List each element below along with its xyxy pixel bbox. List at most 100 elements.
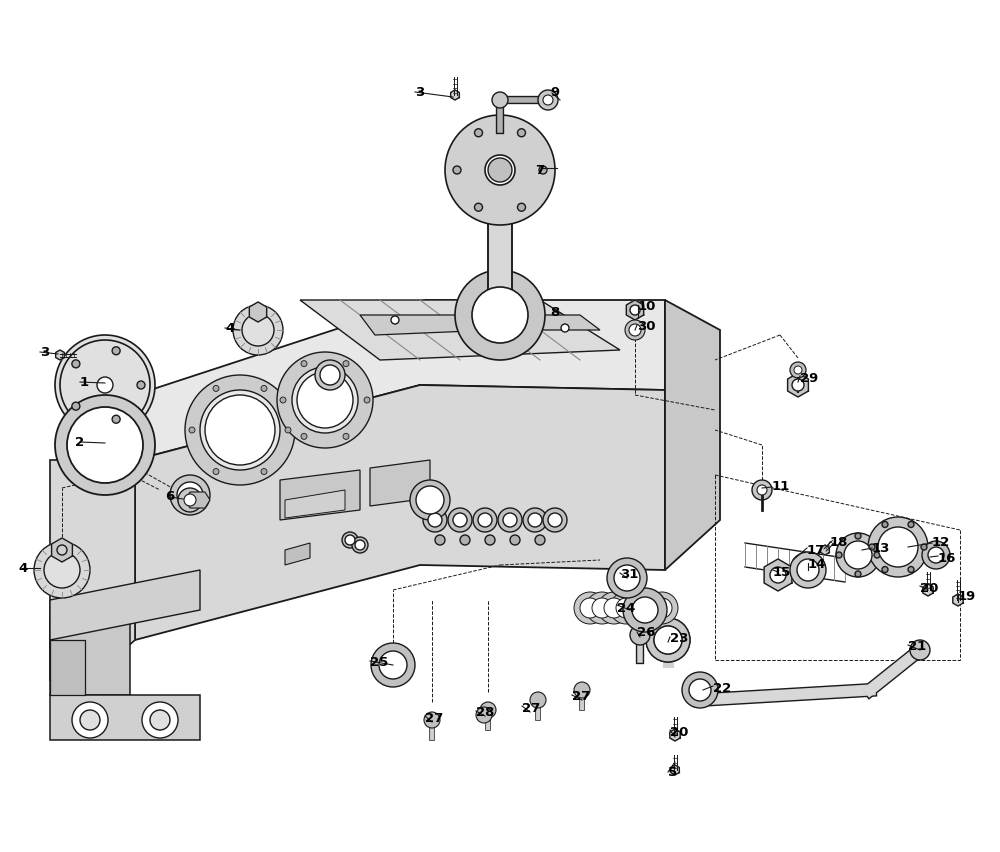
Circle shape bbox=[922, 541, 950, 569]
Text: 21: 21 bbox=[908, 641, 926, 653]
Circle shape bbox=[391, 316, 399, 324]
Circle shape bbox=[586, 592, 618, 624]
Circle shape bbox=[189, 427, 195, 433]
Text: 4: 4 bbox=[225, 321, 234, 335]
Circle shape bbox=[530, 692, 546, 708]
Circle shape bbox=[455, 270, 545, 360]
Circle shape bbox=[460, 535, 470, 545]
Circle shape bbox=[475, 129, 482, 137]
Circle shape bbox=[518, 204, 526, 211]
Circle shape bbox=[410, 480, 450, 520]
Circle shape bbox=[878, 527, 918, 567]
Circle shape bbox=[428, 513, 442, 527]
Circle shape bbox=[646, 592, 678, 624]
Circle shape bbox=[137, 381, 145, 389]
Text: 22: 22 bbox=[713, 682, 731, 694]
Circle shape bbox=[177, 482, 203, 508]
Circle shape bbox=[448, 508, 472, 532]
Circle shape bbox=[478, 513, 492, 527]
Circle shape bbox=[614, 565, 640, 591]
Text: 24: 24 bbox=[617, 602, 635, 614]
Circle shape bbox=[882, 521, 888, 527]
Circle shape bbox=[610, 592, 642, 624]
Circle shape bbox=[424, 712, 440, 728]
Circle shape bbox=[150, 710, 170, 730]
Circle shape bbox=[80, 710, 100, 730]
Circle shape bbox=[561, 324, 569, 332]
Circle shape bbox=[654, 626, 682, 654]
Circle shape bbox=[498, 508, 522, 532]
Polygon shape bbox=[665, 300, 720, 570]
Circle shape bbox=[301, 434, 307, 440]
Circle shape bbox=[874, 552, 880, 558]
Circle shape bbox=[44, 552, 80, 588]
Circle shape bbox=[445, 115, 555, 225]
Circle shape bbox=[535, 535, 545, 545]
Circle shape bbox=[628, 598, 648, 618]
Circle shape bbox=[646, 618, 690, 662]
Polygon shape bbox=[50, 460, 135, 680]
Circle shape bbox=[371, 643, 415, 687]
Circle shape bbox=[233, 305, 283, 355]
Circle shape bbox=[379, 651, 407, 679]
Circle shape bbox=[629, 324, 641, 336]
Circle shape bbox=[453, 166, 461, 174]
Circle shape bbox=[592, 598, 612, 618]
Text: 17: 17 bbox=[807, 544, 825, 556]
Circle shape bbox=[320, 365, 340, 385]
Circle shape bbox=[690, 685, 710, 705]
Polygon shape bbox=[670, 729, 680, 741]
Polygon shape bbox=[50, 620, 130, 695]
Text: 3: 3 bbox=[40, 346, 49, 359]
Polygon shape bbox=[923, 584, 933, 596]
Circle shape bbox=[485, 155, 515, 185]
Circle shape bbox=[315, 360, 345, 390]
Text: 12: 12 bbox=[932, 537, 950, 550]
Circle shape bbox=[752, 480, 772, 500]
Circle shape bbox=[632, 597, 658, 623]
Circle shape bbox=[480, 702, 496, 718]
Circle shape bbox=[112, 347, 120, 354]
Circle shape bbox=[689, 679, 711, 701]
Text: 18: 18 bbox=[830, 537, 848, 550]
Circle shape bbox=[364, 397, 370, 403]
Circle shape bbox=[466, 316, 474, 324]
Circle shape bbox=[794, 366, 802, 374]
Circle shape bbox=[869, 544, 875, 550]
Polygon shape bbox=[285, 490, 345, 518]
Polygon shape bbox=[764, 559, 792, 591]
Circle shape bbox=[178, 488, 202, 512]
Circle shape bbox=[453, 513, 467, 527]
Text: 20: 20 bbox=[670, 726, 688, 739]
Circle shape bbox=[55, 395, 155, 495]
Circle shape bbox=[836, 552, 842, 558]
Circle shape bbox=[142, 702, 178, 738]
Circle shape bbox=[790, 362, 806, 378]
Circle shape bbox=[67, 407, 143, 483]
Circle shape bbox=[280, 397, 286, 403]
Circle shape bbox=[343, 360, 349, 366]
Polygon shape bbox=[56, 350, 64, 360]
Circle shape bbox=[910, 640, 930, 660]
Circle shape bbox=[844, 541, 872, 569]
Circle shape bbox=[646, 618, 690, 662]
Text: 31: 31 bbox=[620, 568, 638, 582]
Text: 27: 27 bbox=[522, 701, 540, 715]
Text: 5: 5 bbox=[668, 765, 677, 779]
Circle shape bbox=[792, 379, 804, 391]
Circle shape bbox=[574, 592, 606, 624]
Circle shape bbox=[475, 204, 482, 211]
Circle shape bbox=[277, 352, 373, 448]
Circle shape bbox=[292, 367, 358, 433]
Circle shape bbox=[654, 626, 682, 654]
Circle shape bbox=[574, 682, 590, 698]
Circle shape bbox=[640, 598, 660, 618]
Circle shape bbox=[908, 521, 914, 527]
Circle shape bbox=[652, 598, 672, 618]
Circle shape bbox=[797, 559, 819, 581]
Text: 27: 27 bbox=[425, 711, 443, 724]
Circle shape bbox=[548, 513, 562, 527]
Text: 27: 27 bbox=[572, 690, 590, 704]
Text: 3: 3 bbox=[415, 85, 424, 99]
Polygon shape bbox=[80, 395, 135, 490]
